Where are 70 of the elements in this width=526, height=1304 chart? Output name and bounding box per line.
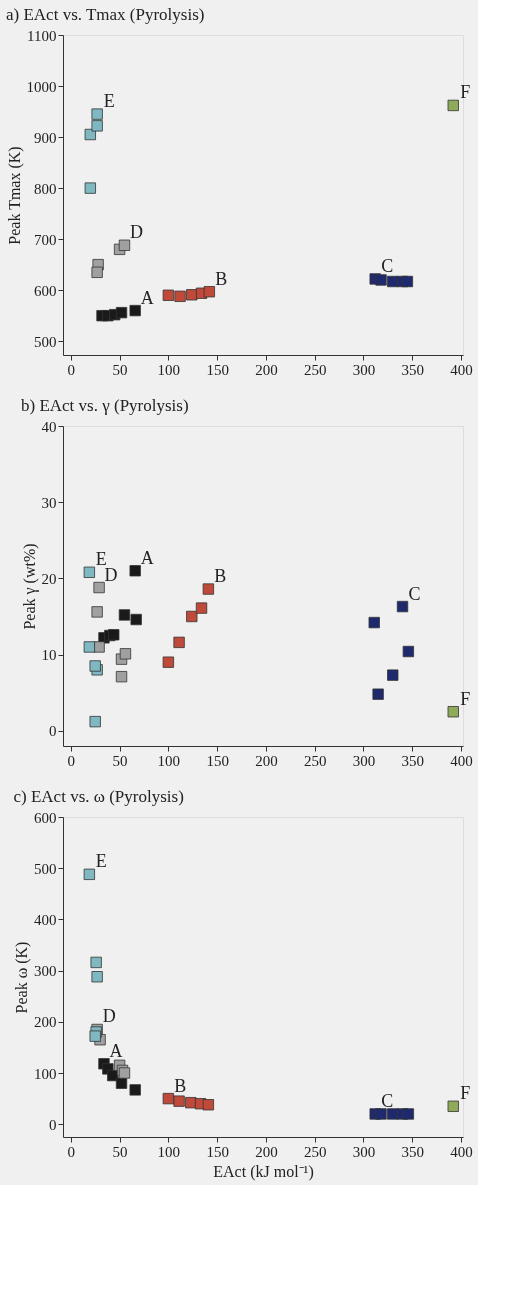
x-tick-label: 200 xyxy=(255,1143,278,1160)
x-tick-label: 150 xyxy=(206,752,229,769)
series-label: B xyxy=(214,566,227,587)
y-axis-title: Peak ω (K) xyxy=(13,941,31,1014)
x-tick-label: 0 xyxy=(67,361,76,378)
x-tick-label: 250 xyxy=(303,1143,327,1160)
y-tick-label: 40 xyxy=(41,418,57,435)
x-tick-label: 100 xyxy=(157,1143,181,1160)
y-axis-title: Peak γ (wt%) xyxy=(20,543,39,630)
y-tick-label: 900 xyxy=(34,129,57,146)
x-tick-label: 400 xyxy=(450,361,473,378)
chart-title: a) EAct vs. Tmax (Pyrolysis) xyxy=(6,5,205,24)
x-tick-label: 50 xyxy=(112,752,128,769)
y-axis-title: Peak Tmax (K) xyxy=(5,146,24,245)
y-tick-label: 700 xyxy=(34,231,57,248)
series-label: E xyxy=(95,851,107,872)
x-tick-label: 350 xyxy=(401,752,425,769)
x-tick-label: 400 xyxy=(450,1143,473,1160)
x-tick-label: 400 xyxy=(450,752,473,769)
series-label: D xyxy=(102,1006,116,1027)
series-label: A xyxy=(140,547,154,568)
y-tick-label: 600 xyxy=(34,282,57,299)
y-tick-label: 10 xyxy=(41,647,57,664)
series-label: F xyxy=(460,688,471,709)
x-tick-label: 200 xyxy=(255,752,278,769)
x-tick-label: 250 xyxy=(303,752,327,769)
chart-title: c) EAct vs. ω (Pyrolysis) xyxy=(13,787,184,806)
x-tick-label: 200 xyxy=(255,361,278,378)
y-tick-label: 300 xyxy=(34,963,57,980)
series-label: C xyxy=(381,1090,394,1111)
x-axis-title: EAct (kJ mol⁻¹) xyxy=(213,1162,314,1181)
y-tick-label: 20 xyxy=(41,570,57,587)
x-tick-label: 350 xyxy=(401,1143,425,1160)
series-label: F xyxy=(460,82,471,103)
x-tick-label: 100 xyxy=(157,361,181,378)
y-tick-label: 1000 xyxy=(26,78,57,95)
y-tick-label: 500 xyxy=(34,333,57,350)
series-label: F xyxy=(460,1083,471,1104)
y-tick-label: 800 xyxy=(34,180,57,197)
x-tick-label: 100 xyxy=(157,752,181,769)
series-label: B xyxy=(215,268,228,289)
x-tick-label: 350 xyxy=(401,361,425,378)
x-tick-label: 0 xyxy=(67,752,76,769)
series-label: C xyxy=(381,255,394,276)
x-tick-label: 50 xyxy=(112,1143,128,1160)
y-tick-label: 0 xyxy=(49,723,57,740)
series-label: A xyxy=(140,287,154,308)
y-tick-label: 100 xyxy=(34,1065,57,1082)
series-label: B xyxy=(174,1075,187,1096)
series-label: C xyxy=(408,583,421,604)
x-tick-label: 250 xyxy=(303,361,327,378)
y-tick-label: 0 xyxy=(49,1116,57,1133)
y-tick-label: 30 xyxy=(41,494,57,511)
y-tick-label: 200 xyxy=(34,1014,57,1031)
x-tick-label: 150 xyxy=(206,361,229,378)
x-tick-label: 300 xyxy=(352,752,376,769)
series-label: D xyxy=(129,222,143,243)
x-tick-label: 50 xyxy=(112,361,128,378)
chart-title: b) EAct vs. γ (Pyrolysis) xyxy=(21,396,189,415)
series-label: A xyxy=(109,1040,123,1061)
series-label: D xyxy=(104,564,118,585)
x-tick-label: 150 xyxy=(206,1143,229,1160)
x-tick-label: 0 xyxy=(67,1143,76,1160)
y-tick-label: 400 xyxy=(34,911,57,928)
y-tick-label: 600 xyxy=(34,809,57,826)
x-tick-label: 300 xyxy=(352,1143,376,1160)
y-tick-label: 500 xyxy=(34,860,57,877)
y-tick-label: 1100 xyxy=(27,27,57,44)
series-label: E xyxy=(103,91,115,112)
x-tick-label: 300 xyxy=(352,361,376,378)
